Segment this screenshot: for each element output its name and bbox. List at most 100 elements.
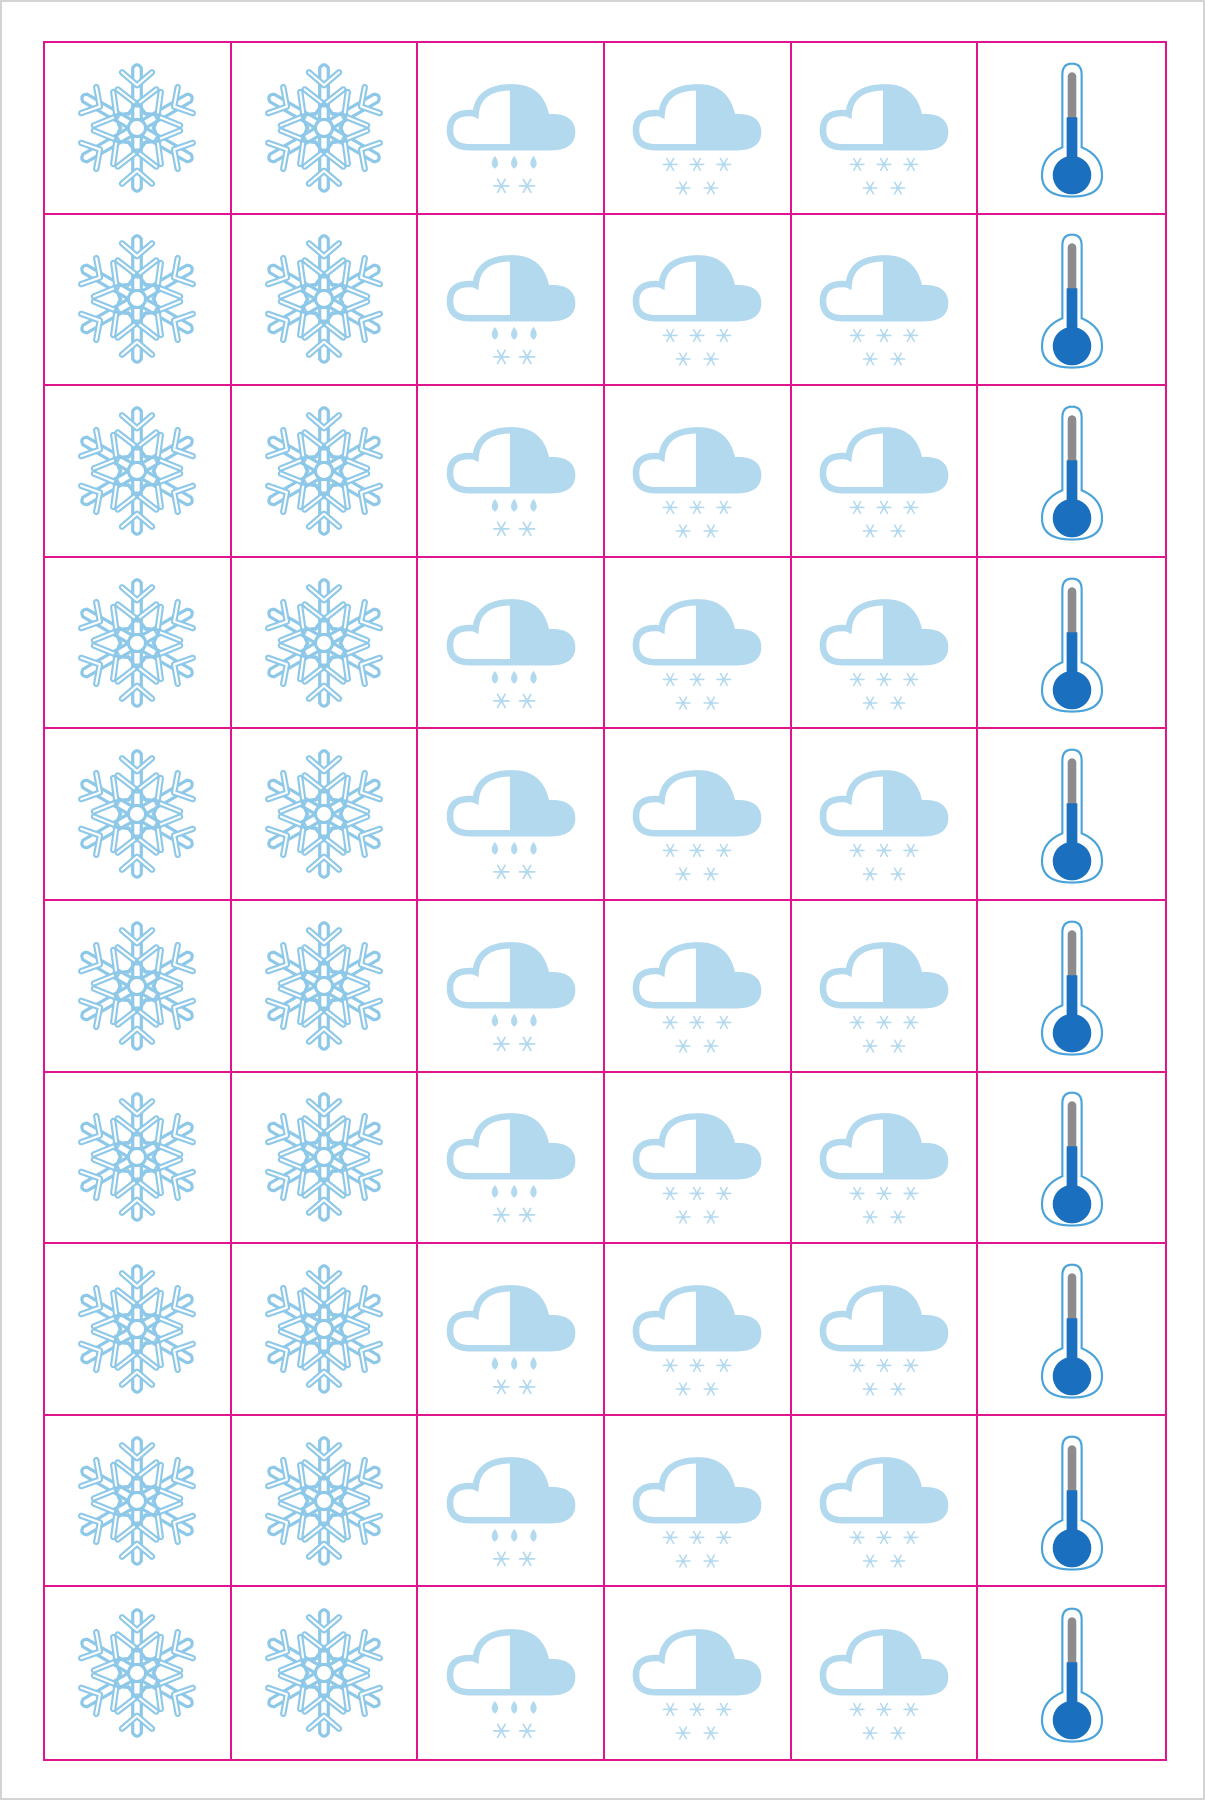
snowflake-icon [78, 1264, 197, 1394]
heavy-snow-cloud-icon [633, 1456, 762, 1568]
grid-cell [231, 557, 419, 730]
grid-cell [791, 729, 979, 901]
grid-cell [978, 729, 1165, 901]
grid-cell [45, 729, 232, 901]
grid-cell [978, 43, 1165, 215]
grid-cell [605, 1244, 792, 1416]
grid-cell [418, 729, 605, 901]
grid-cell [978, 1073, 1165, 1245]
grid-cell [45, 1072, 232, 1245]
heavy-snow-cloud-icon [633, 255, 762, 367]
snowflake-icon [265, 749, 383, 879]
thermometer-icon [1040, 577, 1103, 713]
grid-cell [978, 558, 1165, 730]
grid-cell [978, 901, 1165, 1073]
snowflake-icon [78, 406, 197, 536]
rain-and-snow-cloud-icon [446, 427, 575, 537]
snowflake-icon [265, 1435, 383, 1566]
heavy-snow-cloud-icon [633, 427, 762, 538]
rain-and-snow-cloud-icon [446, 1629, 575, 1739]
grid-cell [605, 1072, 792, 1245]
grid-cell [418, 901, 605, 1073]
grid-cell [45, 1244, 232, 1416]
snowflake-icon [265, 921, 383, 1051]
rain-and-snow-cloud-icon [446, 1285, 575, 1395]
snowflake-icon [265, 1092, 383, 1223]
grid-cell [605, 214, 792, 387]
grid-cell [605, 43, 792, 215]
grid-cell [418, 43, 605, 215]
grid-cell [791, 901, 979, 1073]
snowflake-icon [265, 63, 383, 193]
heavy-snow-cloud-icon [633, 598, 762, 710]
heavy-snow-cloud-icon [633, 1285, 762, 1396]
rain-and-snow-cloud-icon [446, 1113, 575, 1223]
thermometer-icon [1040, 405, 1103, 541]
grid-cell [791, 43, 979, 215]
grid-cell [791, 386, 979, 558]
grid-cell [231, 1072, 419, 1245]
snowflake-icon [265, 577, 383, 708]
grid-cell [418, 557, 605, 730]
grid-cell [231, 43, 419, 215]
heavy-snow-cloud-icon [819, 255, 949, 367]
snowflake-icon [78, 749, 197, 879]
snowflake-icon [78, 577, 197, 708]
grid-cell [45, 901, 232, 1073]
grid-cell [791, 1072, 979, 1245]
grid-cell [605, 1415, 792, 1588]
grid-cell [418, 386, 605, 558]
heavy-snow-cloud-icon [819, 941, 949, 1053]
rain-and-snow-cloud-icon [446, 598, 575, 708]
grid-cell [231, 1415, 419, 1588]
grid-cell [791, 214, 979, 387]
grid-cell [978, 1416, 1165, 1588]
grid-cell [792, 1587, 979, 1759]
grid-cell [45, 386, 232, 558]
grid-cell [978, 1244, 1165, 1416]
rain-and-snow-cloud-icon [446, 255, 575, 365]
thermometer-icon [1040, 1263, 1103, 1399]
grid-cell [45, 43, 232, 215]
rain-and-snow-cloud-icon [446, 83, 575, 194]
grid-cell [605, 729, 792, 901]
grid-cell [791, 1244, 979, 1416]
heavy-snow-cloud-icon [819, 1113, 949, 1225]
rain-and-snow-cloud-icon [446, 1456, 575, 1566]
snowflake-icon [265, 1264, 383, 1394]
thermometer-icon [1040, 234, 1103, 370]
grid-cell [45, 214, 232, 387]
rain-and-snow-cloud-icon [446, 770, 575, 880]
grid-cell [231, 214, 419, 387]
grid-cell [605, 557, 792, 730]
grid-cell [791, 1415, 979, 1588]
grid-cell [418, 214, 605, 387]
heavy-snow-cloud-icon [819, 770, 949, 881]
thermometer-icon [1040, 1435, 1103, 1571]
grid-cell [605, 901, 792, 1073]
thermometer-icon [1040, 1092, 1103, 1228]
grid-cell [605, 386, 792, 558]
snowflake-icon [265, 406, 383, 536]
snowflake-icon [78, 1092, 197, 1223]
heavy-snow-cloud-icon [819, 1456, 949, 1568]
snowflake-icon [78, 1608, 197, 1738]
grid-cell [418, 1587, 605, 1759]
grid-cell [231, 901, 419, 1073]
grid-cell [791, 557, 979, 730]
rain-and-snow-cloud-icon [446, 941, 575, 1052]
grid-cell [231, 729, 419, 901]
grid-cell [45, 1415, 232, 1588]
thermometer-icon [1040, 748, 1103, 884]
grid-cell [418, 1244, 605, 1416]
grid-cell [418, 1072, 605, 1245]
snowflake-icon [265, 1608, 383, 1738]
thermometer-icon [1040, 1607, 1103, 1743]
heavy-snow-cloud-icon [819, 1285, 949, 1396]
grid-cell [45, 1587, 232, 1759]
heavy-snow-cloud-icon [819, 598, 949, 710]
snowflake-icon [78, 234, 197, 365]
heavy-snow-cloud-icon [819, 83, 949, 195]
snowflake-icon [78, 921, 197, 1051]
